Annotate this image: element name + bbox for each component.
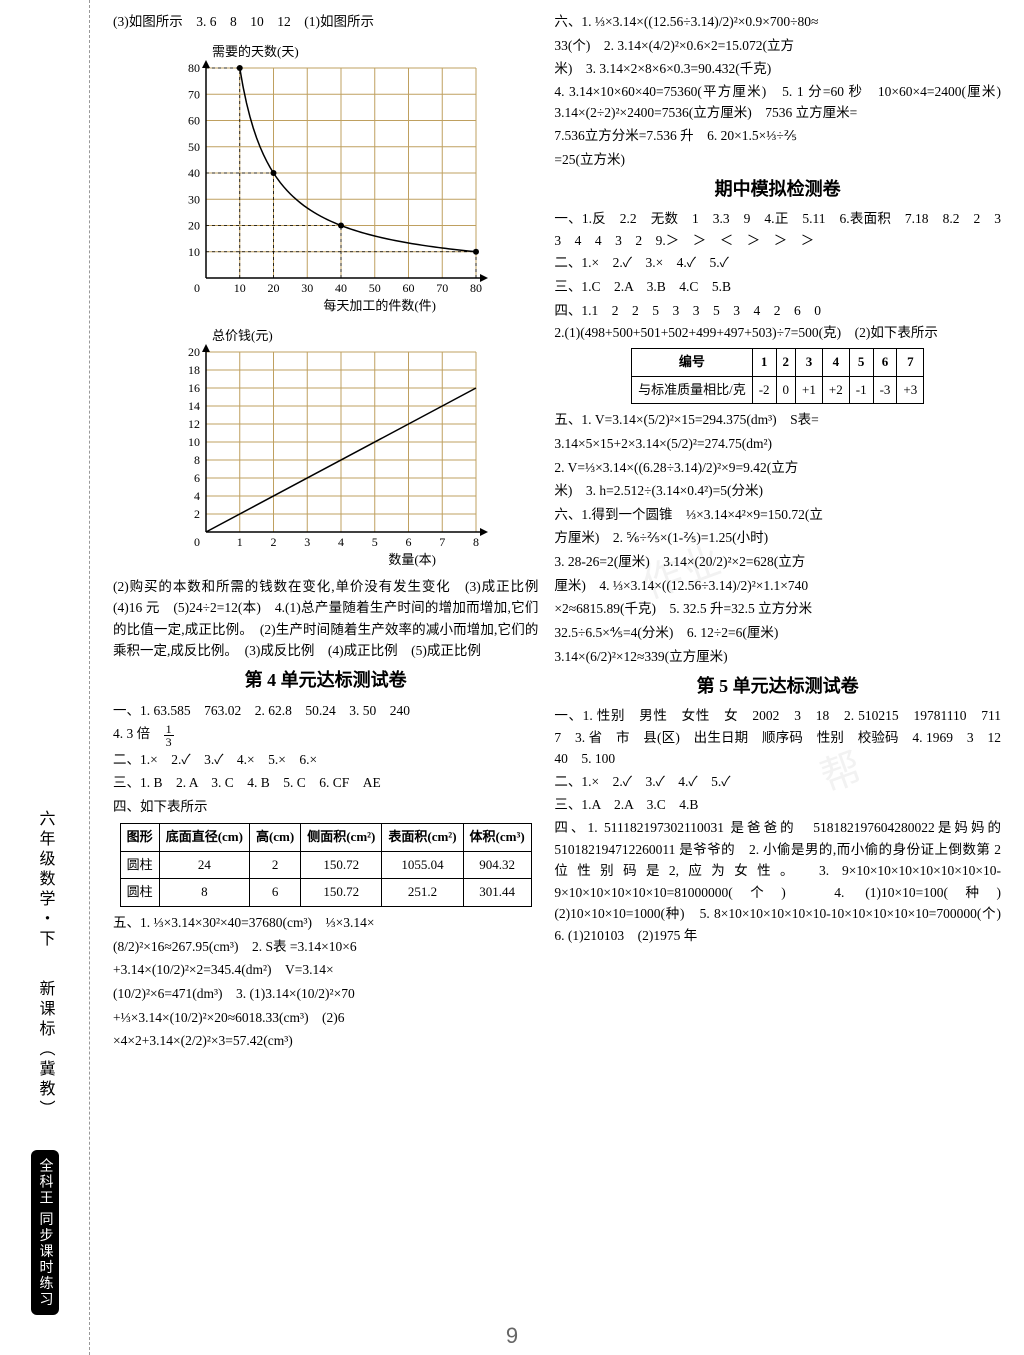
text-line: 三、1.A 2.A 3.C 4.B xyxy=(554,793,1001,817)
chart-price-vs-qty: 1234567824681012141618200总价钱(元)数量(本) xyxy=(156,322,496,572)
svg-text:10: 10 xyxy=(188,244,200,258)
text-line: +3.14×(10/2)²×2=345.4(dm²) V=3.14× xyxy=(113,958,538,982)
svg-text:0: 0 xyxy=(194,281,200,295)
text-line: 二、1.× 2.✓ 3.✓ 4.× 5.× 6.× xyxy=(113,748,538,772)
svg-text:70: 70 xyxy=(436,281,448,295)
text-line: 三、1. B 2. A 3. C 4. B 5. C 6. CF AE xyxy=(113,771,538,795)
text-line: =25(立方米) xyxy=(554,148,1001,172)
text-line: 厘米) 4. ⅓×3.14×((12.56÷3.14)/2)²×1.1×740 xyxy=(554,574,1001,598)
text-line: 米) 3. 3.14×2×8×6×0.3=90.432(千克) xyxy=(554,57,1001,81)
svg-text:4: 4 xyxy=(338,535,344,549)
unit5-title: 第 5 单元达标测试卷 xyxy=(554,672,1001,701)
svg-text:需要的天数(天): 需要的天数(天) xyxy=(212,44,299,59)
text-line: 一、1. 63.585 763.02 2. 62.8 50.24 3. 50 2… xyxy=(113,699,538,723)
text-line: +⅓×3.14×(10/2)²×20≈6018.33(cm³) (2)6 xyxy=(113,1006,538,1030)
svg-text:50: 50 xyxy=(188,139,200,153)
svg-text:18: 18 xyxy=(188,363,200,377)
svg-text:1: 1 xyxy=(236,535,242,549)
svg-text:14: 14 xyxy=(188,399,200,413)
svg-text:80: 80 xyxy=(470,281,482,295)
margin-standard: 新课标（冀教） xyxy=(33,980,57,1120)
text-line: 五、1. V=3.14×(5/2)²×15=294.375(dm³) S表= xyxy=(554,408,1001,432)
svg-text:6: 6 xyxy=(405,535,411,549)
text-line: 六、1.得到一个圆锥 ⅓×3.14×4²×9=150.72(立 xyxy=(554,503,1001,527)
text-line: 一、1.反 2.2 无数 1 3.3 9 4.正 5.11 6.表面积 7.18… xyxy=(554,208,1001,251)
paragraph: (2)购买的本数和所需的钱数在变化,单价没有发生变化 (3)成正比例 (4)16… xyxy=(113,576,538,662)
text-line: (10/2)²×6=471(dm³) 3. (1)3.14×(10/2)²×70 xyxy=(113,982,538,1006)
text-line: 2.(1)(498+500+501+502+499+497+503)÷7=500… xyxy=(554,322,1001,344)
text-line: 米) 3. h=2.512÷(3.14×0.4²)=5(分米) xyxy=(554,479,1001,503)
svg-text:0: 0 xyxy=(194,535,200,549)
svg-text:总价钱(元): 总价钱(元) xyxy=(212,328,273,343)
svg-text:8: 8 xyxy=(473,535,479,549)
svg-text:80: 80 xyxy=(188,61,200,75)
text-line: 3.14×(6/2)²×12≈339(立方厘米) xyxy=(554,645,1001,669)
svg-text:30: 30 xyxy=(301,281,313,295)
svg-text:3: 3 xyxy=(304,535,310,549)
margin-brand: 全科王 同步课时练习 xyxy=(31,1150,59,1316)
text-line: 32.5÷6.5×⅘=4(分米) 6. 12÷2=6(厘米) xyxy=(554,621,1001,645)
unit4-table: 图形底面直径(cm)高(cm)侧面积(cm²)表面积(cm²)体积(cm³)圆柱… xyxy=(120,823,532,907)
text-line: 4. 3 倍 13 xyxy=(113,722,538,747)
svg-text:6: 6 xyxy=(194,471,200,485)
text-line: 3.14×5×15+2×3.14×(5/2)²=274.75(dm²) xyxy=(554,432,1001,456)
midterm-title: 期中模拟检测卷 xyxy=(554,175,1001,204)
svg-text:60: 60 xyxy=(402,281,414,295)
text-line: 五、1. ⅓×3.14×30²×40=37680(cm³) ⅓×3.14× xyxy=(113,911,538,935)
svg-text:10: 10 xyxy=(233,281,245,295)
text-line: (3)如图所示 3. 6 8 10 12 (1)如图所示 xyxy=(113,10,538,34)
svg-text:2: 2 xyxy=(194,507,200,521)
midterm-table: 编号1234567与标准质量相比/克-20+1+2-1-3+3 xyxy=(631,348,924,405)
svg-text:7: 7 xyxy=(439,535,445,549)
svg-text:12: 12 xyxy=(188,417,200,431)
text-line: ×4×2+3.14×(2/2)²×3=57.42(cm³) xyxy=(113,1029,538,1053)
page-number: 9 xyxy=(506,1323,518,1349)
unit4-title: 第 4 单元达标测试卷 xyxy=(113,666,538,695)
svg-text:20: 20 xyxy=(188,345,200,359)
margin-subject: 六年级数学・下 xyxy=(33,810,57,950)
text-line: 三、1.C 2.A 3.B 4.C 5.B xyxy=(554,275,1001,299)
svg-text:60: 60 xyxy=(188,113,200,127)
right-column: 六、1. ⅓×3.14×((12.56÷3.14)/2)²×0.9×700÷80… xyxy=(546,10,1009,1325)
svg-text:每天加工的件数(件): 每天加工的件数(件) xyxy=(323,298,436,313)
svg-text:5: 5 xyxy=(371,535,377,549)
text-line: 2. V=⅓×3.14×((6.28÷3.14)/2)²×9=9.42(立方 xyxy=(554,456,1001,480)
svg-text:30: 30 xyxy=(188,192,200,206)
svg-text:50: 50 xyxy=(368,281,380,295)
text-line: 四、1. 511182197302110031 是爸爸的 51818219760… xyxy=(554,817,1001,947)
text-line: (8/2)²×16≈267.95(cm³) 2. S表 =3.14×10×6 xyxy=(113,935,538,959)
text-line: 二、1.× 2.✓ 3.✓ 4.✓ 5.✓ xyxy=(554,770,1001,794)
svg-text:70: 70 xyxy=(188,87,200,101)
text-line: 4. 3.14×10×60×40=75360(平方厘米) 5. 1 分=60 秒… xyxy=(554,81,1001,124)
svg-text:4: 4 xyxy=(194,489,200,503)
svg-text:20: 20 xyxy=(188,218,200,232)
text-line: 3. 28-26=2(厘米) 3.14×(20/2)²×2=628(立方 xyxy=(554,550,1001,574)
text-line: 六、1. ⅓×3.14×((12.56÷3.14)/2)²×0.9×700÷80… xyxy=(554,10,1001,34)
chart-days-vs-pieces: 10 20 30 40 50 60 70 80 10 20 30 40 50 60 70 80 0 需要的天数(天… xyxy=(156,38,496,318)
svg-text:40: 40 xyxy=(335,281,347,295)
text-line: ×2≈6815.89(千克) 5. 32.5 升=32.5 立方分米 xyxy=(554,597,1001,621)
text-line: 四、如下表所示 xyxy=(113,795,538,819)
main-content: (3)如图所示 3. 6 8 10 12 (1)如图所示 10203040506… xyxy=(90,0,1024,1355)
svg-text:8: 8 xyxy=(194,453,200,467)
svg-text:2: 2 xyxy=(270,535,276,549)
text-line: 二、1.× 2.✓ 3.× 4.✓ 5.✓ xyxy=(554,251,1001,275)
svg-text:数量(本): 数量(本) xyxy=(388,552,436,567)
svg-text:16: 16 xyxy=(188,381,200,395)
text-line: 一、1. 性别 男性 女性 女 2002 3 18 2. 510215 1978… xyxy=(554,705,1001,770)
text-line: 33(个) 2. 3.14×(4/2)²×0.6×2=15.072(立方 xyxy=(554,34,1001,58)
svg-text:40: 40 xyxy=(188,166,200,180)
text-line: 方厘米) 2. ⅚÷⅖×(1-⅖)=1.25(小时) xyxy=(554,526,1001,550)
left-column: (3)如图所示 3. 6 8 10 12 (1)如图所示 10203040506… xyxy=(105,10,546,1325)
svg-text:10: 10 xyxy=(188,435,200,449)
svg-text:20: 20 xyxy=(267,281,279,295)
text-line: 四、1.1 2 2 5 3 3 5 3 4 2 6 0 xyxy=(554,299,1001,323)
text-line: 7.536立方分米=7.536 升 6. 20×1.5×⅓÷⅖ xyxy=(554,124,1001,148)
left-margin: 六年级数学・下 新课标（冀教） 全科王 同步课时练习 xyxy=(0,0,90,1355)
